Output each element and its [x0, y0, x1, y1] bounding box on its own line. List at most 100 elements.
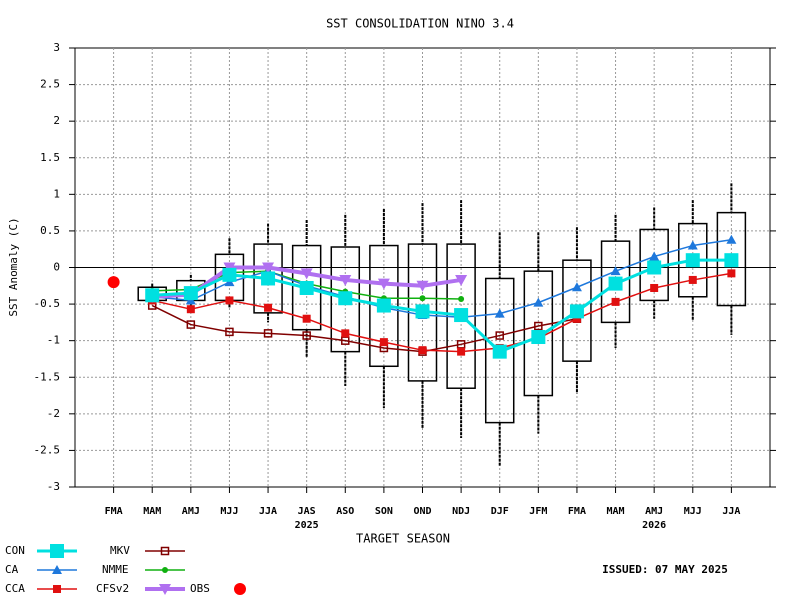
data-point — [376, 298, 391, 313]
data-point — [302, 314, 311, 323]
data-point — [494, 308, 505, 318]
x-tick-label: FMA — [568, 506, 586, 517]
x-tick-label: MAM — [607, 506, 625, 517]
x-tick-label: JFM — [529, 506, 547, 517]
legend-marker — [53, 585, 61, 593]
data-point — [416, 280, 429, 292]
data-point — [299, 280, 314, 295]
legend-label: OBS — [190, 582, 210, 595]
data-point — [649, 251, 660, 261]
year-label: 2025 — [295, 520, 319, 531]
data-point — [569, 304, 584, 319]
data-point — [534, 321, 543, 331]
data-point — [419, 295, 426, 302]
x-tick-label: JJA — [259, 506, 277, 517]
data-point — [647, 260, 662, 275]
y-tick-label: 0 — [53, 261, 60, 274]
issued-date: ISSUED: 07 MAY 2025 — [602, 563, 728, 576]
data-point — [533, 297, 544, 307]
legend-marker — [52, 565, 62, 574]
y-tick-label: 2 — [53, 114, 60, 127]
y-tick-label: 2.5 — [40, 78, 60, 91]
data-point — [531, 330, 546, 345]
legend-marker — [159, 584, 171, 595]
data-point — [183, 286, 198, 301]
legend-marker — [162, 567, 168, 573]
data-point — [688, 275, 697, 284]
data-point — [261, 271, 276, 286]
series-line — [152, 238, 732, 319]
box — [330, 246, 361, 353]
x-tick-label: ASO — [336, 506, 354, 517]
legend-label: CFSv2 — [96, 582, 129, 595]
data-point — [726, 234, 737, 244]
y-tick-label: -3 — [47, 480, 60, 493]
y-tick-label: 3 — [53, 41, 60, 54]
data-point — [186, 320, 196, 329]
data-point — [418, 346, 427, 355]
data-point — [650, 283, 659, 292]
box — [523, 270, 554, 397]
data-point — [727, 269, 736, 278]
x-tick-label: JAS — [298, 506, 316, 517]
series-line — [152, 272, 732, 353]
y-tick-label: -1 — [47, 334, 60, 347]
data-point — [687, 240, 698, 250]
data-point — [341, 329, 350, 338]
legend-label: CCA — [5, 582, 25, 595]
x-tick-label: MJJ — [684, 506, 702, 517]
box — [484, 277, 515, 424]
data-point — [225, 296, 234, 305]
y-tick-label: -1.5 — [34, 370, 61, 383]
y-axis-label: SST Anomaly (C) — [7, 217, 20, 316]
box — [291, 244, 322, 331]
data-point — [377, 278, 390, 290]
series-line — [151, 304, 578, 353]
x-tick-label: AMJ — [645, 506, 663, 517]
data-point — [339, 274, 352, 286]
data-point — [107, 276, 120, 289]
data-point — [225, 327, 234, 337]
y-tick-label: 1.5 — [40, 151, 60, 164]
data-point — [571, 282, 582, 292]
x-tick-label: MAM — [143, 506, 161, 517]
y-tick-label: -2 — [47, 407, 60, 420]
data-point — [458, 295, 465, 302]
data-point — [685, 253, 700, 268]
year-label: 2026 — [642, 520, 666, 531]
series-line — [152, 258, 732, 354]
y-tick-label: -0.5 — [34, 297, 61, 310]
data-point — [145, 288, 160, 303]
x-tick-label: AMJ — [182, 506, 200, 517]
box — [562, 259, 592, 362]
data-point — [338, 291, 353, 306]
data-point — [222, 267, 237, 282]
data-point — [611, 297, 620, 306]
data-point — [454, 308, 469, 323]
x-tick-label: DJF — [491, 506, 509, 517]
chart-title: SST CONSOLIDATION NINO 3.4 — [326, 17, 514, 31]
legend-label: CON — [5, 544, 25, 557]
x-tick-label: JJA — [722, 506, 740, 517]
data-point — [379, 338, 388, 347]
data-point — [186, 305, 195, 314]
data-point — [610, 266, 621, 276]
box — [369, 244, 399, 368]
legend-marker — [50, 544, 64, 558]
data-point — [264, 303, 273, 312]
data-point — [302, 331, 311, 340]
y-tick-label: -2.5 — [34, 443, 61, 456]
x-tick-label: MJJ — [220, 506, 238, 517]
legend-marker — [160, 546, 170, 556]
y-tick-label: 1 — [53, 187, 60, 200]
legend-label: NMME — [102, 563, 129, 576]
x-tick-label: NDJ — [452, 506, 470, 517]
legend-marker — [234, 583, 246, 595]
data-point — [455, 274, 468, 286]
data-point — [495, 331, 504, 340]
legend-label: CA — [5, 563, 19, 576]
x-tick-label: SON — [375, 506, 393, 517]
data-point — [263, 329, 273, 338]
data-point — [262, 262, 275, 274]
